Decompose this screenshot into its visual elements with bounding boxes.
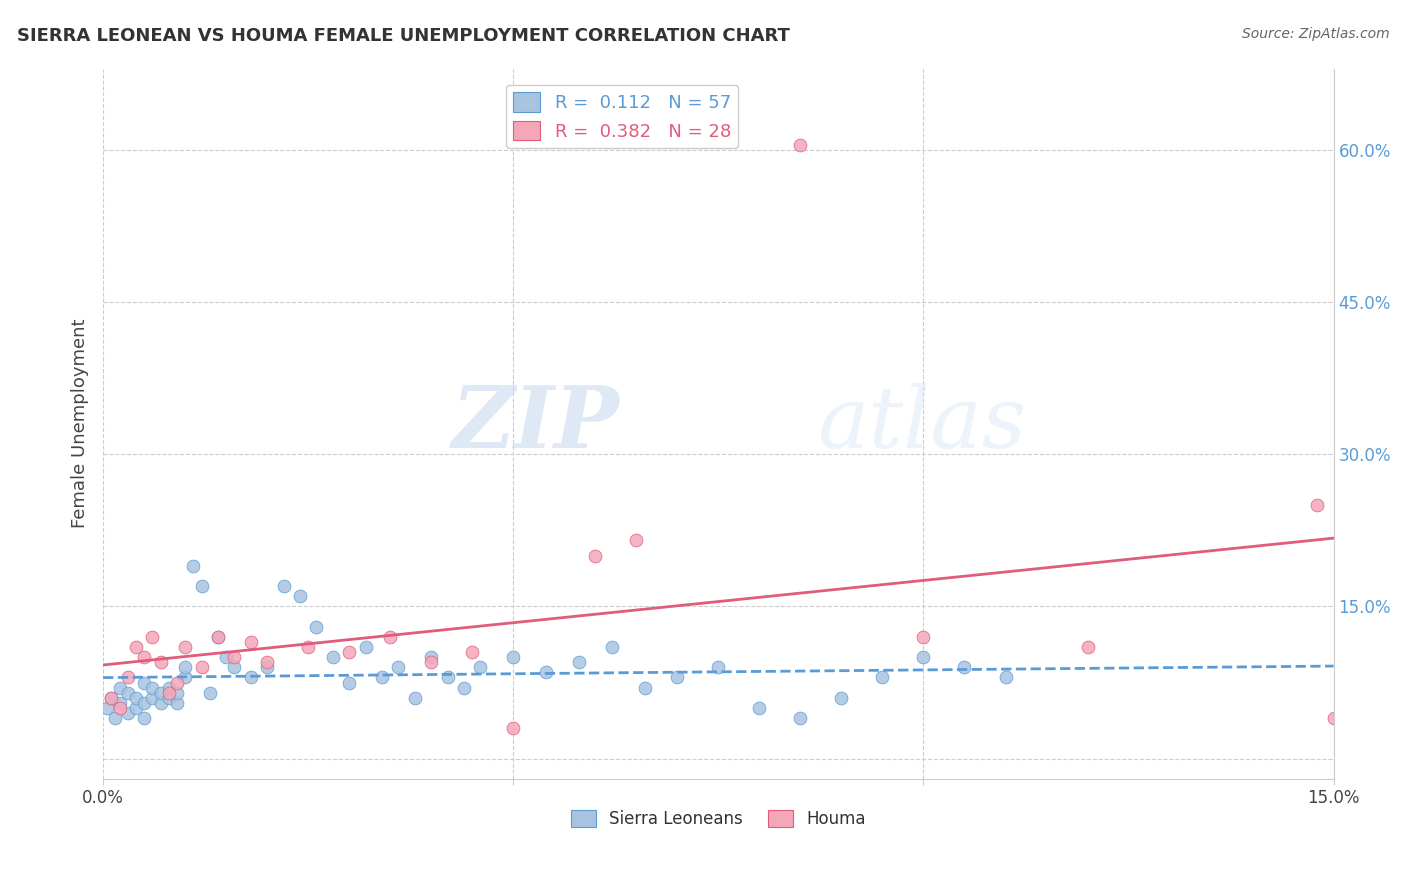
Point <box>149 686 172 700</box>
Point <box>453 681 475 695</box>
Point <box>748 701 770 715</box>
Point <box>626 533 648 548</box>
Text: SIERRA LEONEAN VS HOUMA FEMALE UNEMPLOYMENT CORRELATION CHART: SIERRA LEONEAN VS HOUMA FEMALE UNEMPLOYM… <box>17 27 790 45</box>
Point <box>305 620 328 634</box>
Point <box>125 640 148 654</box>
Point <box>157 690 180 705</box>
Point <box>337 675 360 690</box>
Text: ZIP: ZIP <box>453 382 620 466</box>
Point <box>190 660 212 674</box>
Point <box>215 650 238 665</box>
Point <box>297 640 319 654</box>
Point <box>117 686 139 700</box>
Point <box>1323 711 1346 725</box>
Point <box>104 711 127 725</box>
Point <box>190 579 212 593</box>
Point <box>470 660 492 674</box>
Point <box>134 711 156 725</box>
Point <box>707 660 730 674</box>
Point <box>912 630 935 644</box>
Point <box>183 558 205 573</box>
Legend: Sierra Leoneans, Houma: Sierra Leoneans, Houma <box>564 803 873 835</box>
Point <box>141 690 163 705</box>
Point <box>100 690 122 705</box>
Point <box>912 650 935 665</box>
Point <box>583 549 606 563</box>
Point <box>125 690 148 705</box>
Point <box>174 640 197 654</box>
Point <box>141 681 163 695</box>
Y-axis label: Female Unemployment: Female Unemployment <box>72 319 89 528</box>
Point <box>134 696 156 710</box>
Point <box>100 690 122 705</box>
Point <box>149 655 172 669</box>
Point <box>994 670 1017 684</box>
Point <box>256 660 278 674</box>
Point <box>198 686 221 700</box>
Point <box>404 690 426 705</box>
Point <box>207 630 229 644</box>
Point <box>108 696 131 710</box>
Point <box>157 686 180 700</box>
Point <box>461 645 484 659</box>
Point <box>117 670 139 684</box>
Point <box>134 675 156 690</box>
Point <box>125 701 148 715</box>
Point <box>337 645 360 659</box>
Point <box>108 681 131 695</box>
Point <box>166 696 188 710</box>
Text: atlas: atlas <box>817 383 1026 465</box>
Point <box>953 660 976 674</box>
Point <box>568 655 591 669</box>
Point <box>600 640 623 654</box>
Point <box>789 137 811 152</box>
Point <box>633 681 655 695</box>
Point <box>288 589 311 603</box>
Point <box>149 696 172 710</box>
Point <box>256 655 278 669</box>
Point <box>380 630 402 644</box>
Point <box>502 721 524 735</box>
Point <box>322 650 344 665</box>
Point <box>141 630 163 644</box>
Point <box>166 686 188 700</box>
Point <box>117 706 139 720</box>
Point <box>789 711 811 725</box>
Point <box>387 660 409 674</box>
Point <box>239 670 262 684</box>
Point <box>134 650 156 665</box>
Text: Source: ZipAtlas.com: Source: ZipAtlas.com <box>1241 27 1389 41</box>
Point <box>157 681 180 695</box>
Point <box>174 660 197 674</box>
Point <box>872 670 894 684</box>
Point <box>371 670 394 684</box>
Point <box>207 630 229 644</box>
Point <box>502 650 524 665</box>
Point <box>436 670 458 684</box>
Point <box>273 579 295 593</box>
Point <box>224 660 246 674</box>
Point <box>239 635 262 649</box>
Point <box>354 640 377 654</box>
Point <box>534 665 557 680</box>
Point <box>420 655 443 669</box>
Point <box>420 650 443 665</box>
Point <box>108 701 131 715</box>
Point <box>1076 640 1098 654</box>
Point <box>1306 498 1329 512</box>
Point <box>224 650 246 665</box>
Point <box>166 675 188 690</box>
Point <box>830 690 852 705</box>
Point <box>174 670 197 684</box>
Point <box>96 701 118 715</box>
Point <box>666 670 689 684</box>
